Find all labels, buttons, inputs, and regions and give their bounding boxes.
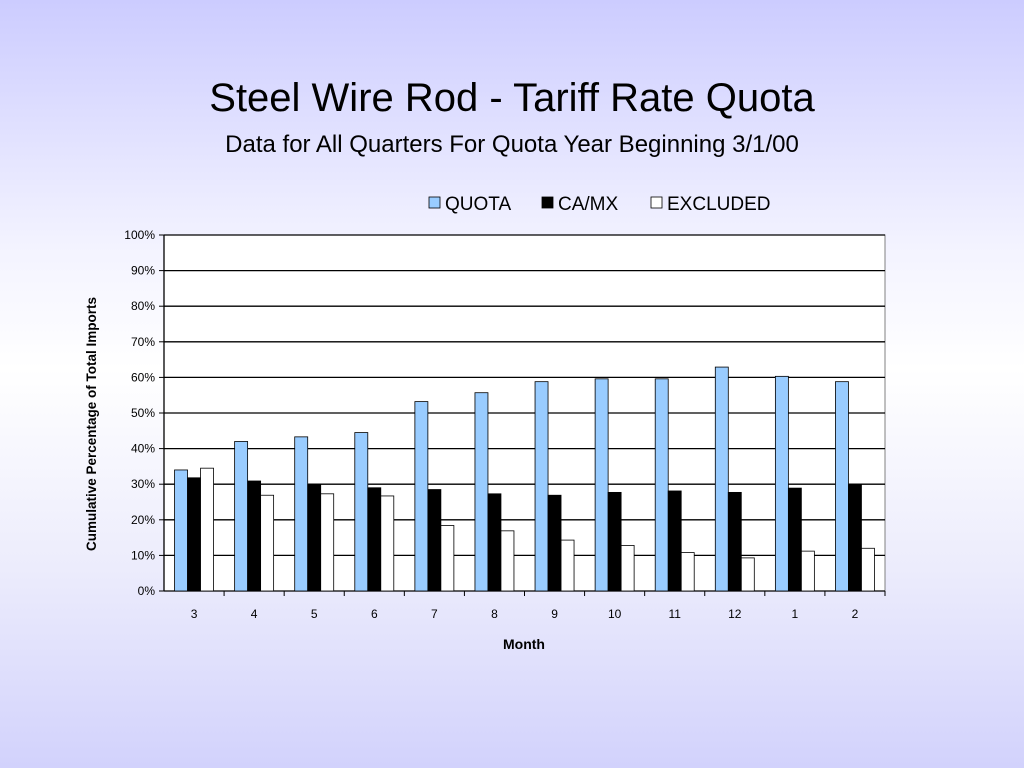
- bar-camx: [787, 487, 802, 592]
- x-tick-label: 1: [792, 607, 799, 621]
- bar-quota: [654, 378, 669, 592]
- x-tick-label: 5: [311, 607, 318, 621]
- bar-camx: [187, 477, 201, 592]
- bar-camx: [547, 494, 562, 592]
- bar-excluded: [620, 545, 635, 592]
- y-tick-label: 20%: [131, 513, 155, 527]
- legend-quota-swatch: [428, 196, 441, 209]
- bar-quota: [234, 441, 249, 592]
- bar-quota: [534, 381, 549, 592]
- y-tick-label: 10%: [131, 548, 155, 562]
- bar-quota: [174, 469, 188, 592]
- x-tick-label: 10: [608, 607, 622, 621]
- bar-camx: [667, 490, 682, 592]
- bar-quota: [474, 392, 489, 592]
- x-tick-label: 12: [728, 607, 742, 621]
- x-tick-label: 4: [251, 607, 258, 621]
- legend-excluded-swatch: [650, 196, 663, 209]
- y-tick-label: 0%: [138, 584, 156, 598]
- bar-quota: [294, 436, 309, 592]
- x-tick-label: 6: [371, 607, 378, 621]
- bar-quota: [714, 366, 729, 592]
- x-tick-label: 7: [431, 607, 438, 621]
- bar-excluded: [200, 467, 214, 592]
- bar-camx: [727, 491, 742, 592]
- bar-camx: [487, 493, 502, 592]
- legend-excluded-label: EXCLUDED: [667, 194, 770, 215]
- y-tick-label: 50%: [131, 406, 155, 420]
- bar-quota: [835, 381, 849, 592]
- y-tick-label: 60%: [131, 370, 155, 384]
- x-axis-label: Month: [503, 636, 545, 652]
- bar-excluded: [560, 539, 575, 592]
- slide-title: Steel Wire Rod - Tariff Rate Quota: [209, 76, 815, 120]
- bar-excluded: [380, 495, 395, 592]
- bar-quota: [774, 375, 789, 592]
- slide-subtitle: Data for All Quarters For Quota Year Beg…: [225, 131, 799, 158]
- legend-camx-swatch: [541, 196, 554, 209]
- y-tick-label: 80%: [131, 299, 155, 313]
- bar-camx: [848, 484, 862, 592]
- bar-excluded: [740, 557, 755, 592]
- bar-camx: [427, 489, 442, 592]
- bar-quota: [594, 378, 609, 592]
- bar-quota: [414, 401, 429, 592]
- y-tick-label: 70%: [131, 335, 155, 349]
- legend-quota-label: QUOTA: [445, 194, 511, 215]
- bar-camx: [607, 491, 622, 592]
- bar-excluded: [680, 552, 695, 592]
- x-tick-label: 9: [551, 607, 558, 621]
- bar-excluded: [800, 550, 815, 592]
- legend-camx-label: CA/MX: [558, 194, 619, 215]
- bar-camx: [307, 483, 322, 592]
- x-tick-label: 8: [491, 607, 498, 621]
- x-tick-label: 3: [191, 607, 198, 621]
- bar-quota: [354, 432, 369, 592]
- bar-camx: [367, 487, 382, 592]
- bar-excluded: [861, 547, 875, 592]
- x-tick-label: 11: [668, 607, 681, 621]
- bar-excluded: [260, 494, 275, 592]
- y-tick-label: 40%: [131, 442, 155, 456]
- y-tick-label: 90%: [131, 264, 155, 278]
- bar-excluded: [440, 525, 455, 592]
- y-tick-label: 30%: [131, 477, 155, 491]
- x-tick-label: 2: [852, 607, 859, 621]
- y-tick-label: 100%: [124, 228, 155, 242]
- bar-excluded: [320, 493, 335, 592]
- y-axis-label: Cumulative Percentage of Total Imports: [84, 297, 99, 551]
- bar-excluded: [500, 530, 515, 592]
- bar-camx: [247, 480, 262, 592]
